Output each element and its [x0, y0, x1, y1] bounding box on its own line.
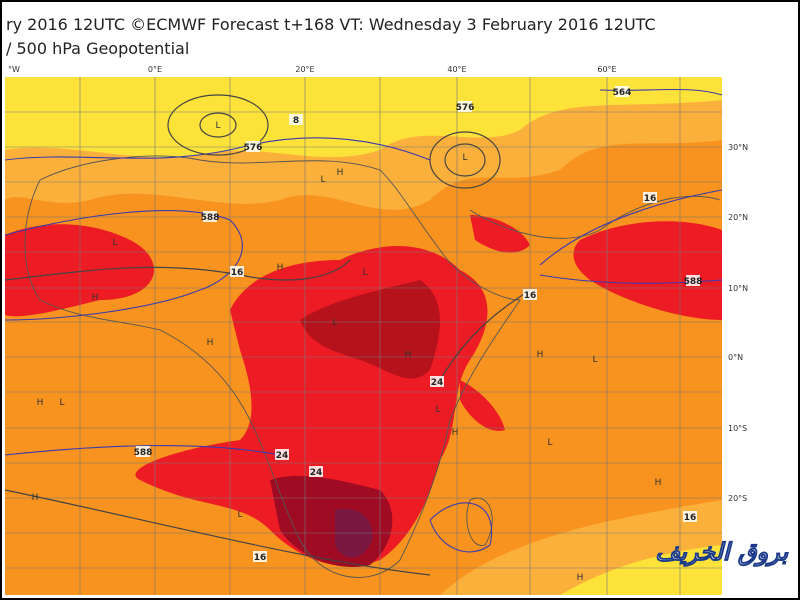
pressure-center: H	[405, 350, 412, 360]
pressure-center: H	[92, 293, 99, 303]
contour-label: 588	[134, 448, 153, 458]
longitude-label: °W	[8, 65, 20, 74]
contour-label-box	[683, 511, 697, 522]
contour-label: 588	[684, 277, 703, 287]
pressure-center: H	[277, 263, 284, 273]
contour-label: 16	[254, 553, 267, 563]
pressure-center: H	[207, 338, 214, 348]
pressure-center: H	[537, 350, 544, 360]
pressure-center: L	[435, 405, 440, 415]
contour-label: 576	[456, 103, 475, 113]
contour-label: 8	[293, 116, 299, 126]
pressure-center: H	[32, 493, 39, 503]
contour-label: 564	[613, 88, 632, 98]
pressure-center: L	[332, 318, 337, 328]
pressure-center: L	[59, 398, 64, 408]
contour-label-box	[430, 376, 444, 387]
contour-label: 16	[684, 513, 697, 523]
contour-label: 588	[201, 213, 220, 223]
coastline	[24, 155, 721, 578]
contour-label-box	[203, 211, 217, 222]
pressure-center: L	[362, 268, 367, 278]
title-line: ry 2016 12UTC ©ECMWF Forecast t+168 VT: …	[6, 15, 656, 34]
contour-label: 24	[276, 451, 289, 461]
contour-label: 24	[310, 468, 323, 478]
pressure-center: L	[112, 238, 117, 248]
contour-label-box	[309, 466, 323, 477]
longitude-label: 60°E	[597, 65, 616, 74]
contour-label-box	[643, 192, 657, 203]
map-fill	[5, 77, 722, 595]
contour-label: 24	[431, 378, 444, 388]
contour-label: 576	[244, 143, 263, 153]
contour-label-box	[246, 141, 260, 152]
pressure-center: L	[320, 175, 325, 185]
title-line: / 500 hPa Geopotential	[6, 39, 189, 58]
latitude-label: 0°N	[728, 353, 743, 362]
latitude-label: 30°N	[728, 143, 748, 152]
latitude-label: 10°S	[728, 424, 747, 433]
contour-label-box	[230, 266, 244, 277]
contour-label-box	[253, 551, 267, 562]
contour-label: 16	[644, 194, 657, 204]
watermark: بروق الخريف	[655, 538, 788, 567]
contour-label-box	[289, 114, 303, 125]
longitude-label: 20°E	[295, 65, 314, 74]
pressure-center: L	[547, 438, 552, 448]
contour-label-box	[523, 289, 537, 300]
pressure-center: H	[37, 398, 44, 408]
graticule	[5, 77, 722, 595]
pressure-center: H	[655, 478, 662, 488]
pressure-center: H	[337, 168, 344, 178]
pressure-center: L	[237, 510, 242, 520]
pressure-center: H	[452, 428, 459, 438]
contour-label-box	[136, 446, 150, 457]
pressure-center: H	[577, 573, 584, 583]
pressure-center: L	[462, 153, 467, 163]
longitude-label: 40°E	[447, 65, 466, 74]
contour-label-box	[686, 275, 700, 286]
latitude-label: 10°N	[728, 284, 748, 293]
contour-label-box	[458, 101, 472, 112]
latitude-label: 20°N	[728, 213, 748, 222]
contour-label-box	[275, 449, 289, 460]
longitude-label: 0°E	[148, 65, 162, 74]
pressure-center: L	[215, 121, 220, 131]
contour-label-box	[615, 86, 629, 97]
latitude-label: 20°S	[728, 494, 747, 503]
contour-label: 16	[524, 291, 537, 301]
pressure-center: L	[592, 355, 597, 365]
thickness-contours	[4, 94, 531, 576]
contour-label: 16	[231, 268, 244, 278]
